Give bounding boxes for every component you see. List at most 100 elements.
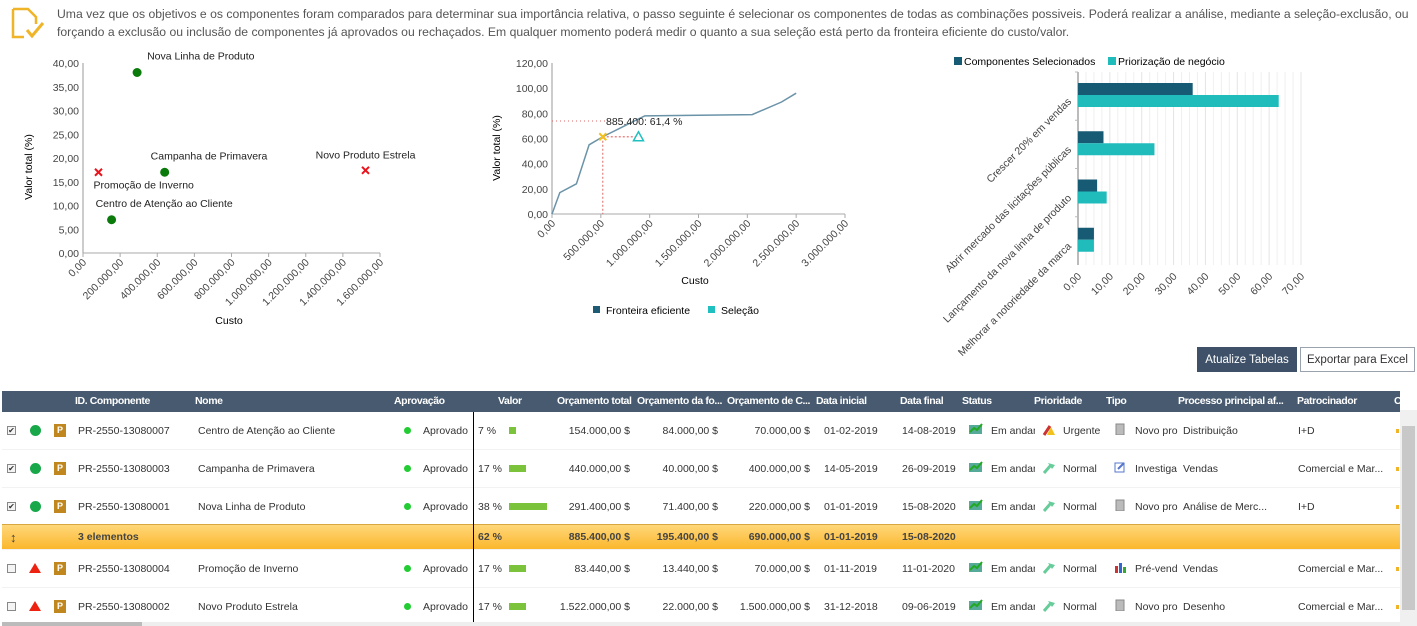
budget-c: 400.000,00 $ [748, 463, 810, 475]
budget-fo: 13.440,00 $ [662, 563, 718, 575]
priority-text: Urgente [1063, 425, 1101, 437]
column-header[interactable]: Prioridade [1034, 395, 1082, 407]
column-header[interactable]: Orçamento total [557, 395, 632, 407]
y-tick-label: 0,00 [528, 209, 549, 221]
extra-indicator [1396, 605, 1399, 609]
summary-end: 15-08-2020 [902, 531, 956, 543]
sponsor: I+D [1298, 501, 1315, 513]
y-tick-label: 20,00 [522, 184, 548, 196]
document-icon [1114, 423, 1126, 438]
column-header[interactable]: Tipo [1106, 395, 1127, 407]
cost-value-scatter-chart: 0,00 5,00 10,00 15,00 20,00 25,00 30,00 35,00 40… [23, 51, 416, 328]
vertical-scrollbar[interactable] [1400, 410, 1417, 626]
legend-swatch [1108, 57, 1116, 65]
row-checkbox[interactable] [7, 564, 16, 573]
y-tick-label: 25,00 [53, 129, 79, 141]
column-header[interactable]: Orçamento da fo... [637, 395, 722, 407]
category-label: Crescer 20% em vendas [984, 96, 1074, 186]
column-header[interactable]: Processo principal af... [1178, 395, 1284, 407]
x-tick-label: 2.000.000,00 [702, 218, 754, 270]
component-id: PR-2550-13080003 [78, 463, 170, 475]
column-header[interactable]: Aprovação [394, 395, 445, 407]
table-row[interactable]: ✔ P PR-2550-13080001 Nova Linha de Produto A… [2, 488, 1400, 526]
bar-selected-components [1078, 227, 1094, 240]
bar-selected-components [1078, 131, 1104, 144]
data-point [94, 168, 103, 177]
sponsor: Comercial e Mar... [1298, 463, 1384, 475]
y-tick-label: 0,00 [59, 248, 80, 260]
budget-fo: 84.000,00 $ [662, 425, 718, 437]
table-row[interactable]: ✔ P PR-2550-13080003 Campanha de Primavera A… [2, 450, 1400, 488]
bar-business-priority [1078, 239, 1094, 252]
x-tick-label: 1.500.000,00 [653, 218, 705, 270]
budget-fo: 71.400,00 $ [662, 501, 718, 513]
main-process: Distribuição [1183, 425, 1238, 437]
budget-c: 1.500.000,00 $ [739, 601, 810, 613]
scrollbar-thumb[interactable] [1402, 426, 1415, 610]
budget-c: 70.000,00 $ [754, 563, 810, 575]
row-checkbox[interactable]: ✔ [7, 502, 16, 511]
warning-triangle-icon [29, 601, 41, 611]
column-header[interactable]: Orçamento de C... [727, 395, 811, 407]
column-header[interactable]: Data inicial [816, 395, 867, 407]
type-text: Novo pro [1135, 601, 1178, 613]
approval-status: Aprovado [423, 425, 468, 437]
row-checkbox[interactable]: ✔ [7, 464, 16, 473]
y-tick-label: 30,00 [53, 106, 79, 118]
budget-total: 83.440,00 $ [574, 563, 630, 575]
status-text: Em andan [991, 563, 1035, 575]
column-header[interactable]: Status [962, 395, 992, 407]
document-icon [1114, 499, 1126, 514]
budget-c: 70.000,00 $ [754, 425, 810, 437]
efficient-frontier-chart: 0,0020,0040,0060,0080,00100,00120,000,00… [491, 58, 851, 317]
end-date: 26-09-2019 [902, 463, 956, 475]
value-bar [509, 503, 547, 510]
column-header[interactable]: Data final [900, 395, 944, 407]
normal-priority-icon [1042, 599, 1056, 615]
table-row[interactable]: P PR-2550-13080002 Novo Produto Estrela Apr… [2, 588, 1400, 624]
trend-up-icon [969, 461, 983, 476]
start-date: 01-02-2019 [824, 425, 878, 437]
budget-fo: 22.000,00 $ [662, 601, 718, 613]
data-label: Promoção de Inverno [93, 179, 194, 191]
column-header[interactable]: ID. Componente [75, 395, 150, 407]
row-checkbox[interactable]: ✔ [7, 426, 16, 435]
data-point [361, 166, 370, 175]
column-header[interactable]: Nome [195, 395, 223, 407]
x-tick-label: 40,00 [1184, 271, 1211, 298]
horizontal-scrollbar[interactable] [2, 622, 1400, 626]
component-name: Novo Produto Estrela [198, 601, 298, 613]
type-text: Pré-vend [1135, 563, 1178, 575]
approval-dot-icon [404, 565, 411, 572]
project-badge-icon: P [54, 562, 66, 575]
bar-selected-components [1078, 179, 1098, 192]
y-tick-label: 100,00 [516, 83, 548, 95]
priority-text: Normal [1063, 501, 1097, 513]
column-header[interactable]: Valor [498, 395, 522, 407]
legend-swatch [954, 57, 962, 65]
table-row[interactable]: P PR-2550-13080004 Promoção de Inverno Apro… [2, 550, 1400, 588]
trend-up-icon [969, 423, 983, 438]
export-excel-button[interactable]: Exportar para Excel [1300, 347, 1415, 372]
x-tick-label: 70,00 [1280, 271, 1307, 298]
warning-triangle-icon [29, 563, 41, 573]
end-date: 11-01-2020 [902, 563, 955, 575]
summary-start: 01-01-2019 [824, 531, 878, 543]
scrollbar-thumb[interactable] [2, 622, 142, 626]
column-header[interactable]: C [1394, 395, 1400, 407]
update-tables-button[interactable]: Atualize Tabelas [1197, 347, 1297, 372]
normal-priority-icon [1042, 499, 1056, 515]
main-process: Vendas [1183, 563, 1219, 575]
legend-label: Priorização de negócio [1118, 56, 1225, 68]
row-checkbox[interactable] [7, 602, 16, 611]
end-date: 09-06-2019 [902, 601, 956, 613]
summary-value: 62 % [478, 531, 502, 543]
column-header[interactable]: Patrocinador [1297, 395, 1357, 407]
data-point [107, 215, 117, 225]
approval-dot-icon [404, 503, 411, 510]
trend-up-icon [969, 599, 983, 614]
x-tick-label: 2.500.000,00 [750, 218, 802, 270]
table-row[interactable]: ✔ P PR-2550-13080007 Centro de Atenção ao C… [2, 412, 1400, 450]
legend-swatch [593, 306, 600, 313]
start-date: 01-01-2019 [824, 501, 878, 513]
